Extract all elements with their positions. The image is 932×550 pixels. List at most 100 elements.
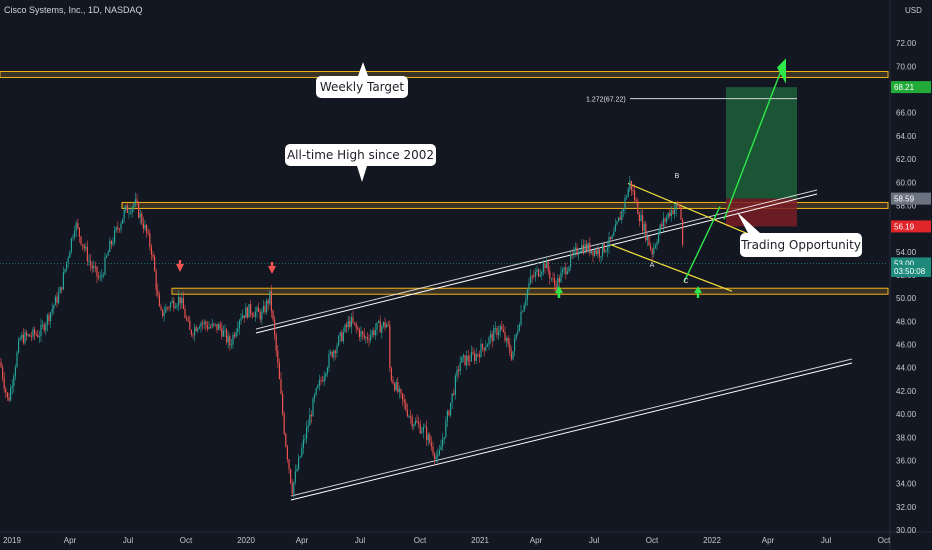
candle-body — [451, 393, 453, 403]
candle-body — [173, 300, 175, 309]
candle-body — [482, 344, 484, 348]
candle-body — [584, 244, 586, 254]
candle-body — [597, 249, 599, 254]
candle-body — [163, 312, 165, 316]
candle-body — [576, 247, 578, 255]
candle-body — [109, 240, 111, 252]
candle-body — [88, 260, 90, 262]
candle-body — [574, 247, 576, 251]
candle-body — [371, 330, 373, 335]
candle-body — [58, 293, 60, 303]
price-tag: 56.19 — [891, 220, 931, 233]
candle-body — [493, 328, 495, 342]
candle-body — [155, 271, 157, 290]
price-tag-label: 58.59 — [894, 195, 915, 204]
candle-body — [290, 469, 292, 484]
candle-body — [53, 305, 55, 309]
candle-body — [256, 307, 258, 312]
candle-body — [405, 402, 407, 410]
candle-body — [258, 307, 260, 312]
candle-body — [358, 329, 360, 337]
candle-body — [226, 329, 228, 343]
candle-body — [659, 224, 661, 233]
x-tick-label: 2019 — [3, 536, 21, 545]
candle-body — [528, 283, 530, 290]
candle-body — [618, 217, 620, 222]
candle-body — [35, 334, 37, 336]
candle-body — [123, 210, 125, 219]
candle-body — [515, 333, 517, 339]
candle-body — [582, 245, 584, 254]
candle-body — [5, 388, 7, 393]
candle-body — [472, 352, 474, 354]
candle-body — [8, 397, 10, 401]
candle-body — [230, 344, 232, 346]
candle-body — [565, 267, 567, 275]
price-tag-bg — [891, 264, 931, 277]
candle-body — [56, 296, 58, 303]
candle-body — [285, 433, 287, 447]
candle-body — [157, 289, 159, 295]
candle-body — [347, 321, 349, 328]
candle-body — [242, 315, 244, 319]
candle-body — [78, 227, 80, 237]
candle-body — [310, 414, 312, 417]
y-tick-label: 72.00 — [896, 39, 917, 48]
candle-body — [234, 334, 236, 337]
candle-body — [278, 362, 280, 380]
wave-point-label: B — [675, 173, 680, 180]
candle-body — [149, 233, 151, 247]
candle-body — [557, 277, 559, 291]
candle-body — [675, 204, 677, 210]
candle-body — [16, 352, 18, 368]
candle-body — [669, 212, 671, 217]
candle-body — [664, 218, 666, 222]
candle-body — [339, 332, 341, 337]
candle-body — [504, 331, 506, 341]
candle-body — [357, 327, 359, 330]
red-down-arrow-2 — [268, 266, 276, 274]
candle-body — [32, 329, 34, 337]
candle-body — [139, 213, 141, 218]
x-tick-label: Oct — [414, 536, 427, 545]
candle-body — [136, 199, 138, 203]
candle-body — [154, 256, 156, 272]
candle-body — [179, 296, 181, 304]
candle-body — [422, 427, 424, 432]
candle-body — [331, 351, 333, 358]
candle-body — [147, 232, 149, 234]
candle-body — [658, 232, 660, 243]
candle-body — [554, 278, 556, 286]
candle-body — [336, 345, 338, 354]
candle-body — [382, 322, 384, 327]
candle-body — [150, 246, 152, 255]
candle-body — [534, 271, 536, 277]
y-tick-label: 42.00 — [896, 387, 917, 396]
x-tick-label: Oct — [180, 536, 193, 545]
candle-body — [642, 215, 644, 231]
candle-body — [80, 236, 82, 245]
candle-body — [262, 306, 264, 313]
candle-body — [469, 360, 471, 362]
candle-body — [203, 321, 205, 324]
candle-body — [186, 317, 188, 320]
candle-body — [381, 326, 383, 333]
candle-body — [74, 230, 76, 238]
candle-body — [533, 276, 535, 278]
candle-body — [603, 243, 605, 252]
candle-series — [0, 175, 684, 498]
candle-body — [67, 257, 69, 262]
candle-body — [467, 355, 469, 361]
candle-body — [355, 323, 357, 328]
candle-body — [128, 212, 130, 214]
candle-body — [346, 324, 348, 328]
candle-body — [162, 309, 164, 316]
candle-body — [352, 317, 354, 323]
candle-body — [26, 332, 28, 336]
candle-body — [66, 261, 68, 270]
candle-body — [499, 325, 501, 332]
candle-body — [333, 350, 335, 358]
candle-body — [539, 274, 541, 277]
